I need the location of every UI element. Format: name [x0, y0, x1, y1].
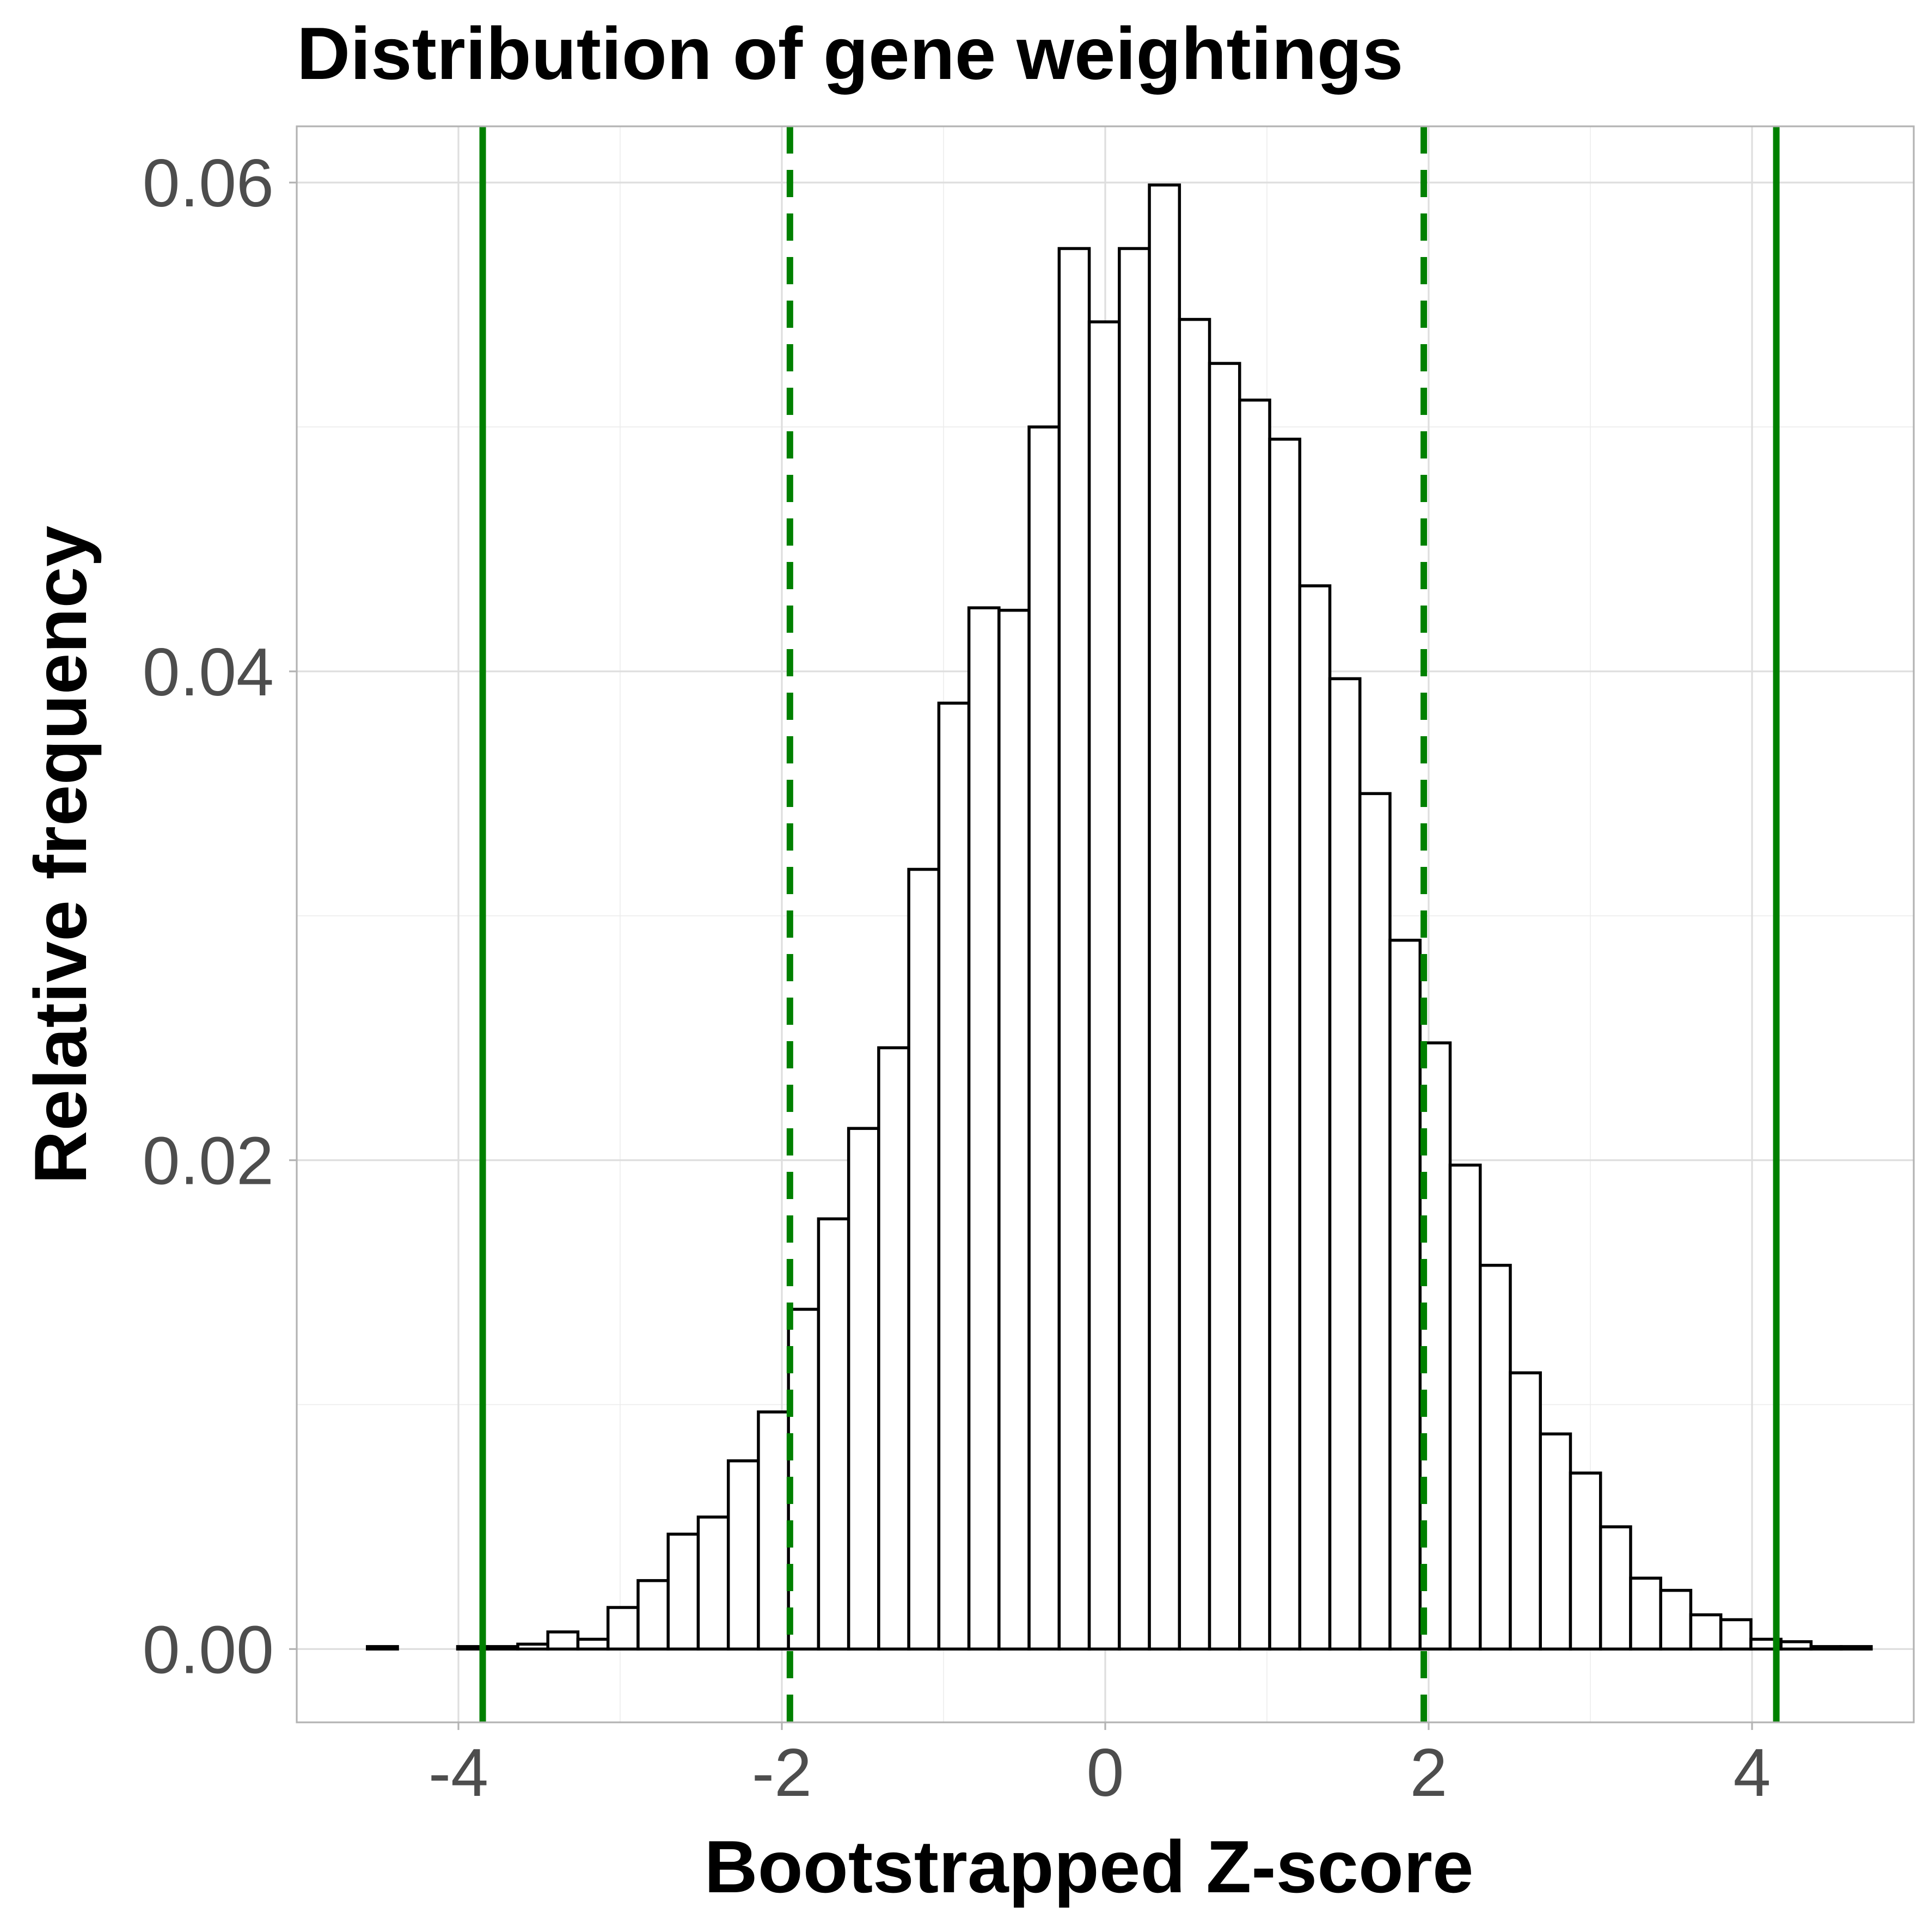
- y-axis-title: Relative frequency: [19, 525, 102, 1184]
- histogram-bar: [1087, 320, 1121, 1651]
- y-axis-ticks: 0.00 0.02 0.04 0.06: [143, 146, 297, 1688]
- histogram-bar: [1539, 1432, 1572, 1651]
- histogram-bar: [726, 1459, 760, 1651]
- histogram-bar: [1809, 1645, 1843, 1651]
- histogram-bars: [366, 183, 1873, 1651]
- y-tick-label: 0.00: [143, 1612, 274, 1688]
- x-tick-label: 2: [1410, 1735, 1448, 1811]
- histogram-bar: [1268, 437, 1302, 1651]
- histogram-bar: [1599, 1525, 1632, 1651]
- histogram-bar: [1629, 1576, 1662, 1651]
- histogram-bar: [546, 1630, 580, 1651]
- histogram-bar: [1027, 425, 1061, 1651]
- histogram-bar: [1388, 938, 1422, 1651]
- histogram-bar: [1148, 183, 1181, 1651]
- histogram-bar: [1298, 584, 1332, 1651]
- histogram-bar: [1478, 1263, 1512, 1651]
- histogram-bar: [1839, 1645, 1873, 1651]
- histogram-bar: [1689, 1613, 1723, 1651]
- x-tick-label: -4: [428, 1735, 488, 1811]
- chart-title: Distribution of gene weightings: [297, 12, 1403, 95]
- histogram-bar: [1208, 362, 1241, 1651]
- histogram-bar: [1719, 1618, 1753, 1651]
- histogram-bar: [877, 1046, 910, 1651]
- histogram-bar: [666, 1532, 700, 1651]
- histogram-bar: [1448, 1163, 1482, 1651]
- y-tick-label: 0.02: [143, 1124, 274, 1199]
- reference-lines: [479, 126, 1780, 1722]
- histogram-bar: [1509, 1371, 1542, 1651]
- histogram-bar: [817, 1217, 850, 1651]
- histogram-bar: [1779, 1640, 1813, 1651]
- histogram-bar: [696, 1515, 730, 1651]
- histogram-bar: [366, 1645, 399, 1651]
- histogram-bar: [1328, 677, 1362, 1651]
- histogram-bar: [967, 606, 1001, 1651]
- y-tick-label: 0.04: [143, 635, 274, 710]
- histogram-bar: [1238, 398, 1271, 1651]
- y-tick-label: 0.06: [143, 146, 274, 221]
- histogram-bar: [1659, 1588, 1693, 1651]
- histogram-bar: [1118, 247, 1151, 1651]
- histogram-bar: [757, 1410, 790, 1651]
- histogram-bar: [636, 1579, 670, 1651]
- x-tick-label: -2: [752, 1735, 812, 1811]
- x-axis-ticks: -4 -2 0 2 4: [428, 1722, 1771, 1811]
- x-tick-label: 0: [1087, 1735, 1124, 1811]
- histogram-bar: [1358, 792, 1392, 1651]
- histogram-bar: [1569, 1471, 1602, 1651]
- histogram-bar: [847, 1127, 880, 1651]
- histogram-bar: [1057, 247, 1091, 1651]
- x-axis-title: Bootstrapped Z-score: [704, 1825, 1473, 1908]
- histogram-bar: [516, 1642, 549, 1651]
- histogram-bar: [907, 867, 941, 1651]
- x-tick-label: 4: [1734, 1735, 1771, 1811]
- histogram-bar: [997, 608, 1031, 1651]
- histogram-bar: [486, 1645, 519, 1651]
- histogram-bar: [606, 1606, 640, 1651]
- histogram-bar: [937, 701, 971, 1651]
- histogram-bar: [1178, 317, 1211, 1651]
- histogram-bar: [576, 1637, 610, 1651]
